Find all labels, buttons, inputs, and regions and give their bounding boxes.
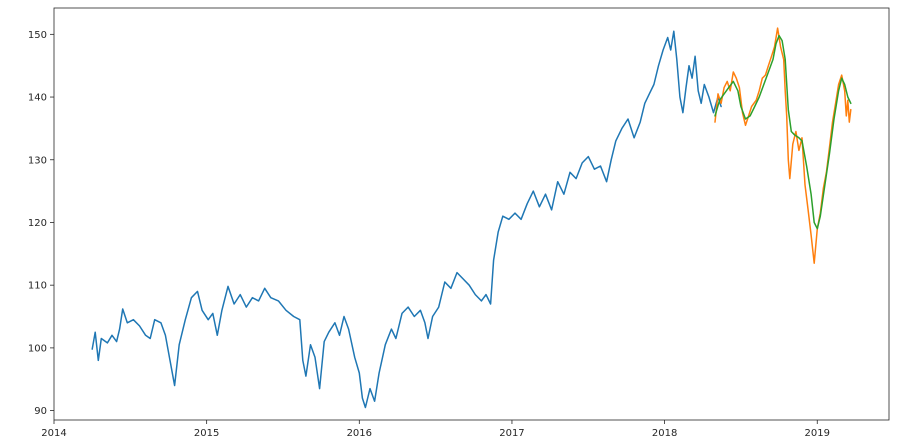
x-tick-label: 2015 bbox=[194, 428, 219, 439]
plot-frame bbox=[53, 7, 890, 421]
y-tick-label: 130 bbox=[28, 155, 47, 166]
y-tick-label: 120 bbox=[28, 218, 47, 229]
x-tick-label: 2018 bbox=[652, 428, 677, 439]
y-tick-label: 110 bbox=[28, 281, 47, 292]
series-group bbox=[91, 27, 852, 409]
series-line-2 bbox=[714, 27, 852, 264]
y-tick-label: 100 bbox=[28, 343, 47, 354]
series-line-3 bbox=[714, 34, 852, 230]
plot-area bbox=[54, 8, 889, 420]
series-line-1 bbox=[91, 30, 722, 409]
x-tick-label: 2017 bbox=[499, 428, 524, 439]
x-tick-label: 2019 bbox=[805, 428, 830, 439]
y-tick-label: 150 bbox=[28, 30, 47, 41]
x-tick-label: 2014 bbox=[41, 428, 66, 439]
axes: 2014 2015 2016 2017 2018 2019 90 100 110 120 130 14… bbox=[28, 7, 890, 439]
y-tick-label: 90 bbox=[34, 406, 47, 417]
y-tick-label: 140 bbox=[28, 93, 47, 104]
plot-background bbox=[54, 8, 889, 420]
x-tick-label: 2016 bbox=[347, 428, 372, 439]
